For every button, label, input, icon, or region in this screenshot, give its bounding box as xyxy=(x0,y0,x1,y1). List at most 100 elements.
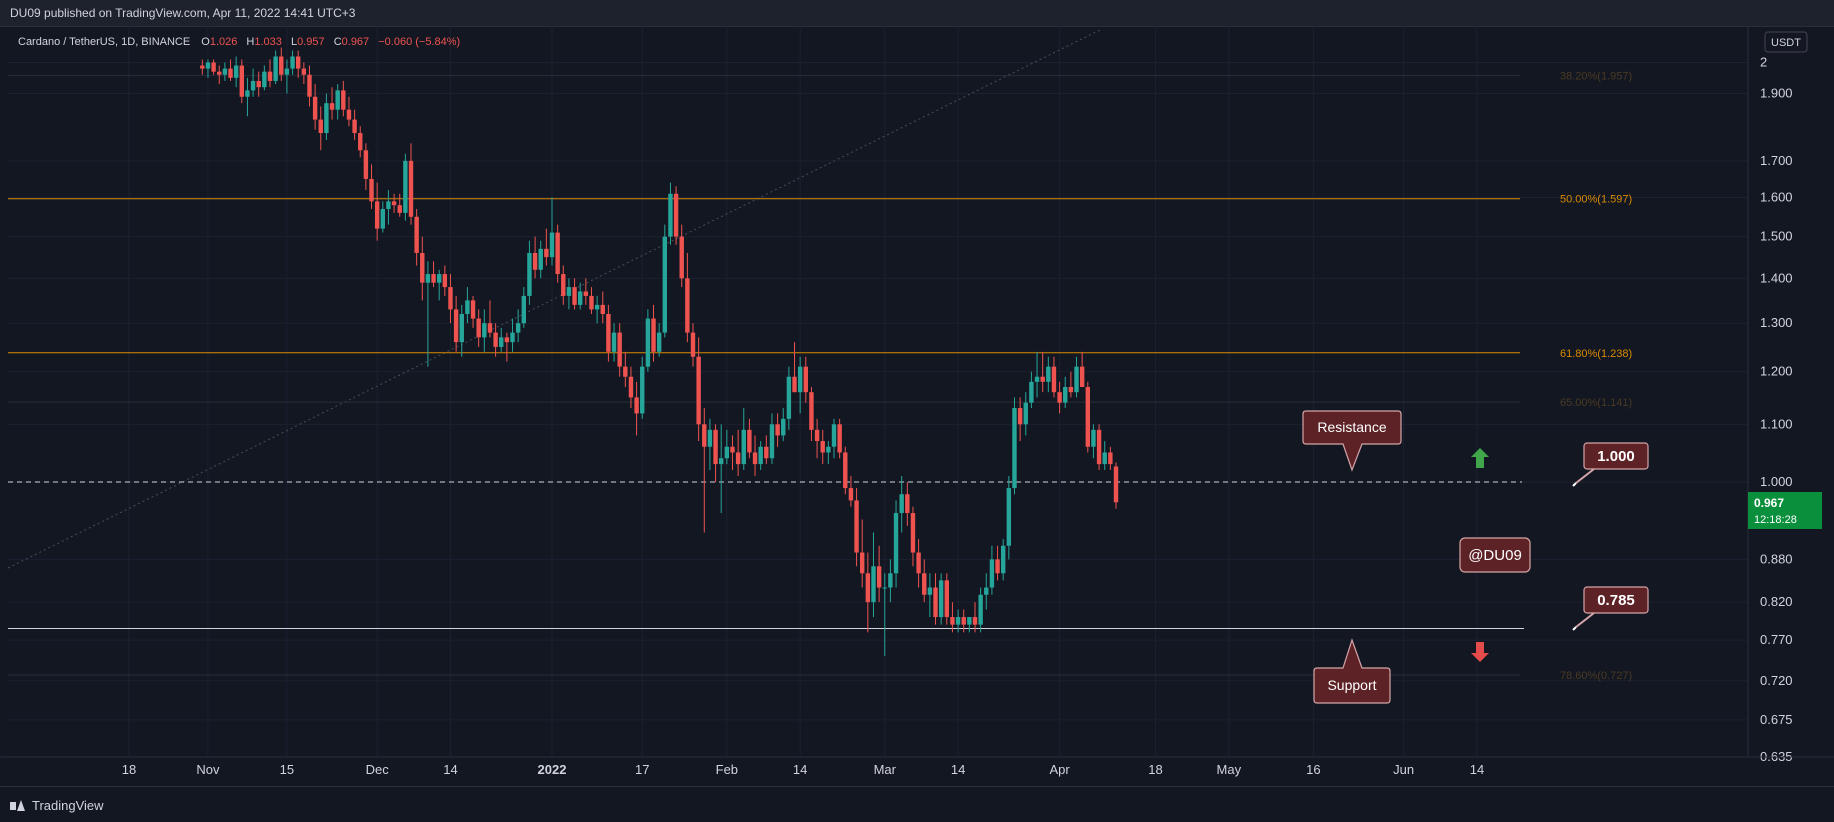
candle-body xyxy=(623,366,628,377)
candle xyxy=(205,59,211,78)
candle xyxy=(1029,371,1034,409)
candle xyxy=(1113,462,1119,509)
candle-body xyxy=(995,559,1000,574)
candle xyxy=(1063,376,1068,409)
candle-body xyxy=(487,323,493,333)
candle-body xyxy=(532,252,538,270)
candle-body xyxy=(685,278,690,333)
y-tick-label: 1.700 xyxy=(1760,153,1793,168)
candle xyxy=(217,65,222,85)
candle-body xyxy=(578,291,583,305)
candle xyxy=(414,209,419,266)
candle-body xyxy=(228,68,233,78)
candle-body xyxy=(758,446,763,465)
candle-body xyxy=(1108,452,1113,465)
candle-body xyxy=(386,201,391,210)
candle xyxy=(487,300,493,338)
resistance-price-label[interactable]: 1.000 xyxy=(1572,442,1649,487)
price-chart[interactable]: 2 1.900 1.700 1.600 1.500 1.400 1.300 1.200 1.10… xyxy=(0,26,1834,786)
candle-body xyxy=(735,452,741,465)
x-tick-label: 15 xyxy=(280,762,294,777)
candle-body xyxy=(279,56,284,75)
candle-body xyxy=(262,71,267,88)
candle xyxy=(515,309,521,343)
y-tick-label: 2 xyxy=(1760,55,1767,70)
candle-body xyxy=(572,287,577,305)
candle xyxy=(702,408,707,533)
candle xyxy=(499,327,504,352)
candle xyxy=(668,182,673,245)
candle-body xyxy=(510,332,515,343)
candle xyxy=(482,309,487,352)
candle xyxy=(1102,441,1107,471)
support-label: Support xyxy=(1327,677,1376,693)
candle xyxy=(476,309,481,347)
time-axis: 18 Nov 15 Dec 14 2022 17 Feb 14 Mar 14 Apr 18 May 16 Ju… xyxy=(0,756,1834,777)
candle-body xyxy=(335,90,340,110)
legend-low-label: L xyxy=(291,36,297,48)
candle-body xyxy=(555,232,560,275)
candle-body xyxy=(217,71,222,75)
candle-body xyxy=(374,201,380,229)
fib-trendline xyxy=(7,29,1101,569)
candle xyxy=(589,287,594,314)
x-tick-label: 14 xyxy=(443,762,457,777)
candle-body xyxy=(1102,452,1107,465)
candle-body xyxy=(1079,366,1085,387)
resistance-callout[interactable]: Resistance xyxy=(1302,410,1402,472)
candle-body xyxy=(549,232,555,258)
candle xyxy=(876,545,882,603)
candle-body xyxy=(1085,386,1090,447)
candle xyxy=(307,65,312,107)
candle xyxy=(944,573,949,625)
candle-body xyxy=(561,274,566,296)
candle-body xyxy=(1074,366,1079,393)
candle-body xyxy=(267,71,273,81)
candle-body xyxy=(301,68,307,75)
author-watermark-label[interactable]: @DU09 xyxy=(1459,537,1531,573)
candle xyxy=(459,304,464,357)
support-callout[interactable]: Support xyxy=(1313,638,1391,704)
candle xyxy=(420,236,425,301)
candle-body xyxy=(594,304,600,310)
candle xyxy=(256,71,261,97)
candle xyxy=(583,278,589,305)
candle xyxy=(922,559,927,603)
candle-body xyxy=(786,376,792,419)
candle-body xyxy=(764,446,769,459)
x-tick-label: 2022 xyxy=(538,762,567,777)
currency-selector[interactable]: USDT xyxy=(1764,31,1808,53)
candle xyxy=(617,323,622,377)
candle-body xyxy=(256,80,261,88)
candle xyxy=(690,323,696,367)
candle xyxy=(662,224,667,338)
candle xyxy=(222,62,228,81)
candle xyxy=(713,424,718,482)
candle-body xyxy=(408,160,414,217)
x-tick-label: 18 xyxy=(1148,762,1162,777)
candle-body xyxy=(984,587,989,595)
candle xyxy=(1079,351,1085,387)
candle xyxy=(510,318,515,352)
candle xyxy=(978,587,983,633)
candle xyxy=(408,143,414,225)
candle-body xyxy=(482,323,487,338)
candle-body xyxy=(425,274,431,283)
support-price-label[interactable]: 0.785 xyxy=(1572,586,1649,631)
resistance-price: 1.000 xyxy=(1597,448,1635,465)
candle xyxy=(1001,539,1006,581)
candle-body xyxy=(876,566,882,588)
candle-body xyxy=(933,587,938,618)
candle-body xyxy=(809,392,814,430)
candle xyxy=(301,62,307,85)
candle xyxy=(363,143,369,191)
candle-body xyxy=(662,236,667,333)
candle xyxy=(865,552,871,633)
tradingview-brand[interactable]: TradingView xyxy=(10,798,104,813)
candle xyxy=(871,532,876,618)
candle-body xyxy=(442,274,448,288)
currency-label: USDT xyxy=(1771,37,1801,49)
candle xyxy=(504,332,510,362)
candle-body xyxy=(803,366,808,393)
candle xyxy=(645,309,651,372)
